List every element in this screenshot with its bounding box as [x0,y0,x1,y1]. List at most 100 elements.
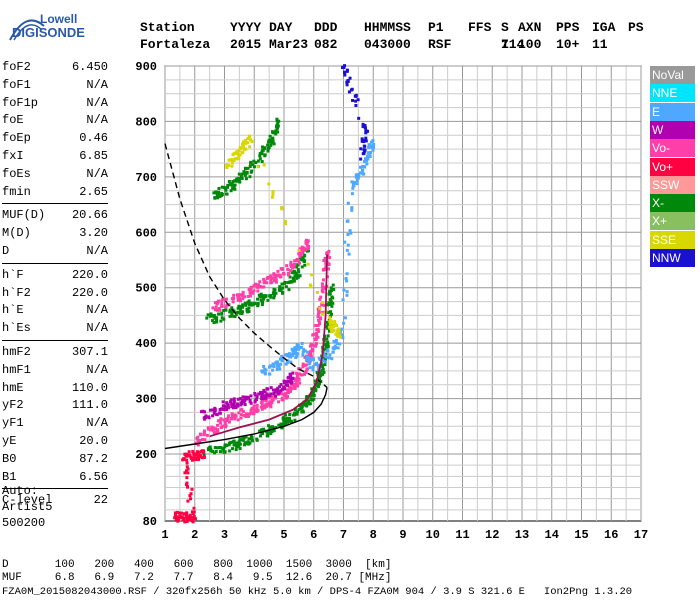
echo-point [304,363,308,367]
echo-point [364,136,368,140]
echo-point [237,440,241,444]
echo-point [265,404,269,408]
param-name: foEs [2,166,31,181]
echo-point [365,159,369,163]
echo-point [308,344,312,348]
param-row-15: hmF2 307.1 [2,345,108,361]
x-tick-label: 10 [426,528,440,542]
echo-point [215,320,219,324]
echo-point [292,269,296,273]
echo-point [353,180,357,184]
echo-point [314,342,318,346]
echo-point [247,288,251,292]
echo-point [288,416,292,420]
echo-point [348,229,352,233]
echo-point [292,382,296,386]
echo-point [350,208,354,212]
echo-point [337,327,341,331]
echo-point [268,400,272,404]
echo-point [327,329,331,333]
echo-point [269,392,273,396]
echo-point [186,499,190,503]
echo-point [191,450,195,454]
echo-point [284,396,288,400]
header-value-2: 082 [314,37,338,52]
echo-point [190,519,194,523]
y-tick-label: 400 [135,337,157,351]
param-row-1: foF1 N/A [2,78,108,94]
x-tick-label: 8 [370,528,377,542]
echo-point [269,281,273,285]
echo-point [258,429,262,433]
echo-point [303,349,307,353]
echo-point [244,395,248,399]
echo-point [276,392,280,396]
param-row-8: MUF(D) 20.66 [2,208,108,224]
echo-point [233,414,237,418]
echo-point [293,259,297,263]
echo-point [349,231,353,235]
echo-point [362,150,366,154]
footer-muf-row: MUF 6.8 6.9 7.2 7.7 8.4 9.5 12.6 20.7 [M… [2,572,392,584]
echo-point [209,312,213,316]
echo-point [213,314,217,318]
echo-point [215,193,219,197]
echo-point [299,248,303,252]
echo-point [173,516,177,520]
echo-point [241,438,245,442]
echo-point [306,262,310,266]
echo-point [330,304,334,308]
echo-point [276,360,280,364]
echo-point [202,453,206,457]
param-value: N/A [86,303,108,318]
echo-point [239,413,243,417]
echo-point [281,357,285,361]
echo-point [268,140,272,144]
echo-point [200,456,204,460]
echo-point [266,275,270,279]
echo-point [341,65,345,69]
echo-point [189,497,193,501]
echo-point [238,146,242,150]
series-vo-trace-2-hop- [211,238,311,312]
echo-point [221,404,225,408]
echo-point [241,399,245,403]
param-name: M(D) [2,226,31,241]
echo-point [293,418,297,422]
echo-point [355,178,359,182]
echo-point [269,278,273,282]
echo-point [273,293,277,297]
echo-point [326,348,330,352]
param-value: N/A [86,321,108,336]
param-name: h`Es [2,321,31,336]
echo-point [280,291,284,295]
echo-point [311,343,315,347]
header-label-6: S [501,20,509,35]
echo-point [216,446,220,450]
model-curve-electron-density-profile [164,387,328,450]
echo-point [263,372,267,376]
echo-point [275,123,279,127]
echo-point [227,406,231,410]
echo-point [343,316,347,320]
echo-point [271,292,275,296]
param-value: 6.85 [79,149,108,163]
echo-point [361,169,365,173]
echo-point [233,443,237,447]
auto-artist: Artist5 [2,500,53,514]
echo-point [236,418,240,422]
echo-point [293,385,297,389]
echo-point [248,175,252,179]
echo-point [232,439,236,443]
echo-point [221,447,225,451]
echo-point [246,310,250,314]
echo-point [277,400,281,404]
echo-point [284,391,288,395]
echo-point [270,141,274,145]
echo-point [213,446,217,450]
echo-point [306,239,310,243]
echo-point [252,284,256,288]
echo-point [188,453,192,457]
echo-point [192,455,196,459]
echo-point [354,175,358,179]
